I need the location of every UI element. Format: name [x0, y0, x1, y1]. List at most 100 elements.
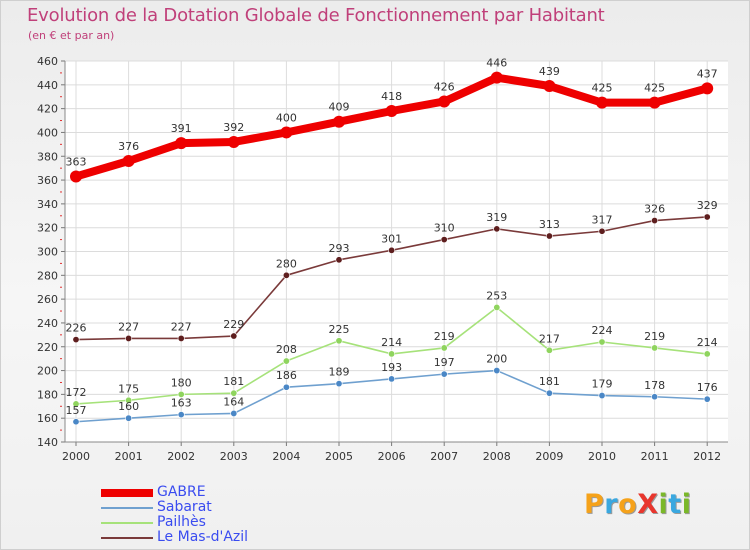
y-tick-label: 380 [37, 150, 58, 163]
data-label-le-mas-d-azil: 317 [592, 213, 613, 226]
y-tick-label: 360 [37, 174, 58, 187]
data-label-gabre: 418 [381, 90, 402, 103]
data-point-pailh-s [545, 346, 553, 354]
legend-label: GABRE [157, 484, 206, 500]
legend-label: Pailhès [157, 514, 206, 530]
data-label-pailh-s: 214 [381, 336, 402, 349]
data-point-gabre [701, 82, 714, 95]
data-label-le-mas-d-azil: 310 [434, 222, 455, 235]
data-point-sabarat [703, 395, 711, 403]
data-point-gabre [70, 170, 82, 183]
data-point-le-mas-d-azil [177, 334, 185, 342]
data-label-sabarat: 163 [171, 397, 192, 410]
data-point-le-mas-d-azil [493, 225, 501, 233]
data-point-sabarat [598, 392, 606, 400]
data-point-le-mas-d-azil [125, 334, 133, 342]
y-tick-label: 460 [37, 55, 58, 68]
data-point-sabarat [177, 411, 185, 419]
legend-swatch [101, 536, 153, 539]
data-label-gabre: 392 [223, 121, 244, 134]
y-tick-label: 260 [37, 293, 58, 306]
data-point-sabarat [282, 383, 290, 391]
data-label-pailh-s: 181 [223, 375, 244, 388]
data-point-pailh-s [72, 400, 80, 408]
data-point-le-mas-d-azil [651, 217, 659, 225]
y-tick-label: 300 [37, 246, 58, 259]
data-point-sabarat [72, 418, 80, 426]
x-tick-label: 2011 [641, 450, 669, 463]
data-label-gabre: 425 [644, 82, 665, 95]
data-point-le-mas-d-azil [72, 336, 80, 344]
data-label-sabarat: 160 [118, 400, 139, 413]
logo-letter: i [658, 489, 669, 520]
y-tick-label: 200 [37, 365, 58, 378]
data-point-pailh-s [177, 390, 185, 398]
data-label-pailh-s: 175 [118, 382, 139, 395]
y-tick-label: 160 [37, 412, 58, 425]
data-point-gabre [122, 155, 135, 168]
data-label-le-mas-d-azil: 329 [697, 199, 718, 212]
data-point-pailh-s [282, 357, 290, 365]
data-label-le-mas-d-azil: 229 [223, 318, 244, 331]
data-point-le-mas-d-azil [388, 246, 396, 254]
data-point-pailh-s [335, 337, 343, 345]
data-point-gabre [596, 96, 608, 109]
data-label-pailh-s: 217 [539, 332, 560, 345]
x-tick-label: 2008 [483, 450, 511, 463]
legend-label: Le Mas-d'Azil [157, 529, 249, 545]
data-label-pailh-s: 224 [592, 324, 613, 337]
y-tick-label: 180 [37, 388, 58, 401]
data-point-le-mas-d-azil [545, 232, 553, 240]
data-label-pailh-s: 172 [66, 386, 87, 399]
data-label-sabarat: 193 [381, 361, 402, 374]
data-label-le-mas-d-azil: 227 [118, 320, 139, 333]
logo-letter: X [637, 489, 659, 520]
y-tick-label: 140 [37, 436, 58, 449]
data-label-pailh-s: 253 [486, 289, 507, 302]
data-point-gabre [490, 71, 503, 84]
data-point-pailh-s [230, 389, 238, 397]
data-point-pailh-s [598, 338, 606, 346]
data-label-le-mas-d-azil: 227 [171, 320, 192, 333]
y-tick-label: 340 [37, 198, 58, 211]
data-label-gabre: 446 [486, 57, 507, 70]
data-label-gabre: 391 [171, 122, 192, 135]
x-tick-label: 2001 [115, 450, 143, 463]
data-label-sabarat: 176 [697, 381, 718, 394]
logo-letter: i [681, 489, 692, 520]
data-label-le-mas-d-azil: 301 [381, 232, 402, 245]
data-label-sabarat: 197 [434, 356, 455, 369]
y-tick-label: 440 [37, 79, 58, 92]
data-label-gabre: 437 [697, 67, 718, 80]
x-tick-label: 2002 [167, 450, 195, 463]
data-point-sabarat [230, 409, 238, 417]
y-tick-label: 280 [37, 269, 58, 282]
data-point-sabarat [651, 393, 659, 401]
data-point-le-mas-d-azil [282, 271, 290, 279]
data-point-le-mas-d-azil [440, 236, 448, 244]
data-label-le-mas-d-azil: 226 [66, 322, 87, 335]
y-tick-label: 220 [37, 341, 58, 354]
legend-label: Sabarat [157, 499, 212, 515]
legend-swatch [101, 488, 153, 497]
data-point-pailh-s [125, 396, 133, 404]
data-label-pailh-s: 208 [276, 343, 297, 356]
data-label-pailh-s: 219 [644, 330, 665, 343]
data-label-sabarat: 157 [66, 404, 87, 417]
x-tick-label: 2010 [588, 450, 616, 463]
data-label-le-mas-d-azil: 280 [276, 257, 297, 270]
data-point-le-mas-d-azil [598, 227, 606, 235]
data-label-sabarat: 200 [486, 353, 507, 366]
logo-letter: o [618, 489, 638, 520]
data-label-gabre: 439 [539, 65, 560, 78]
data-label-sabarat: 164 [223, 395, 244, 408]
data-point-gabre [438, 95, 451, 108]
chart-title: Evolution de la Dotation Globale de Fonc… [27, 5, 605, 26]
x-tick-label: 2005 [325, 450, 353, 463]
data-point-gabre [385, 105, 398, 118]
chart-subtitle: (en € et par an) [28, 29, 115, 42]
x-tick-label: 2003 [220, 450, 248, 463]
logo-letter: P [584, 489, 605, 520]
